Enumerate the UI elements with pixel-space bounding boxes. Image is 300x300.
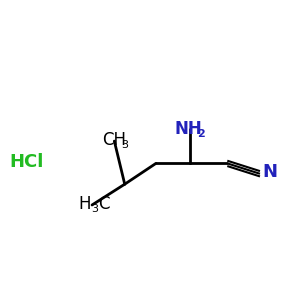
Text: CH: CH bbox=[102, 131, 126, 149]
Text: 3: 3 bbox=[91, 204, 98, 214]
Text: C: C bbox=[98, 195, 110, 213]
Text: 2: 2 bbox=[197, 129, 204, 139]
Text: HCl: HCl bbox=[10, 153, 44, 171]
Text: NH: NH bbox=[175, 120, 202, 138]
Text: 3: 3 bbox=[121, 140, 128, 150]
Text: N: N bbox=[262, 163, 277, 181]
Text: H: H bbox=[78, 195, 91, 213]
